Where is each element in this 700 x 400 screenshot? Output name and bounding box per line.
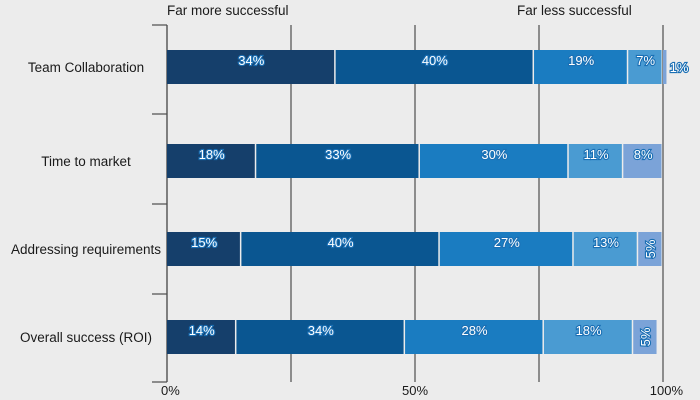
bar-segment-2-1 xyxy=(241,232,439,266)
data-label: 5% xyxy=(638,327,653,346)
bar-segment-2-2 xyxy=(439,232,573,266)
bar-segment-1-2 xyxy=(419,144,568,178)
x-tick-label: 50% xyxy=(402,383,428,398)
data-label: 5% xyxy=(643,239,658,258)
data-label: 34% xyxy=(308,323,334,338)
bar-segment-0-4 xyxy=(663,50,667,84)
bar-segment-1-0 xyxy=(167,144,255,178)
data-label: 15% xyxy=(191,235,217,250)
bar-segment-3-4 xyxy=(633,320,657,354)
bar-segment-3-1 xyxy=(236,320,404,354)
data-label: 19% xyxy=(568,53,594,68)
data-label: 18% xyxy=(576,323,602,338)
category-label: Overall success (ROI) xyxy=(20,330,152,345)
bar-segment-1-3 xyxy=(568,144,622,178)
bar-segment-0-3 xyxy=(628,50,662,84)
data-label: 8% xyxy=(634,147,653,162)
bar-segment-0-1 xyxy=(335,50,533,84)
bar-segment-1-4 xyxy=(623,144,662,178)
category-label: Time to market xyxy=(41,154,131,169)
data-label: 14% xyxy=(189,323,215,338)
data-label: 7% xyxy=(636,53,655,68)
labels: 34% 40% 19% 7% 1% Team Collaboration 18% 33% 30%… xyxy=(11,52,690,398)
bar-segment-3-0 xyxy=(167,320,235,354)
data-label: 11% xyxy=(584,147,609,162)
data-label: 33% xyxy=(325,147,351,162)
bar-segment-2-0 xyxy=(167,232,240,266)
bar-segment-0-2 xyxy=(534,50,627,84)
data-label: 30% xyxy=(481,147,507,162)
data-label: 40% xyxy=(422,53,448,68)
data-label: 27% xyxy=(494,235,520,250)
data-label: 28% xyxy=(462,323,488,338)
data-label: 1% xyxy=(670,60,689,75)
x-tick-label: 0% xyxy=(161,383,180,398)
category-axis xyxy=(152,24,168,383)
top-label-far-less-successful: Far less successful xyxy=(517,3,632,18)
data-label: 40% xyxy=(328,235,354,250)
data-label: 34% xyxy=(238,53,264,68)
x-tick-label: 100% xyxy=(650,383,684,398)
category-label: Team Collaboration xyxy=(28,60,144,75)
data-label: 18% xyxy=(199,147,225,162)
bar-segment-3-2 xyxy=(405,320,543,354)
bar-segment-0-0 xyxy=(167,50,335,84)
bar-segment-3-3 xyxy=(543,320,632,354)
bar-segment-1-1 xyxy=(256,144,419,178)
data-label: 13% xyxy=(593,235,619,250)
bars xyxy=(167,50,667,354)
bar-segment-2-3 xyxy=(573,232,637,266)
bar-segment-2-4 xyxy=(638,232,662,266)
category-label: Addressing requirements xyxy=(11,242,161,257)
top-label-far-more-successful: Far more successful xyxy=(167,3,289,18)
